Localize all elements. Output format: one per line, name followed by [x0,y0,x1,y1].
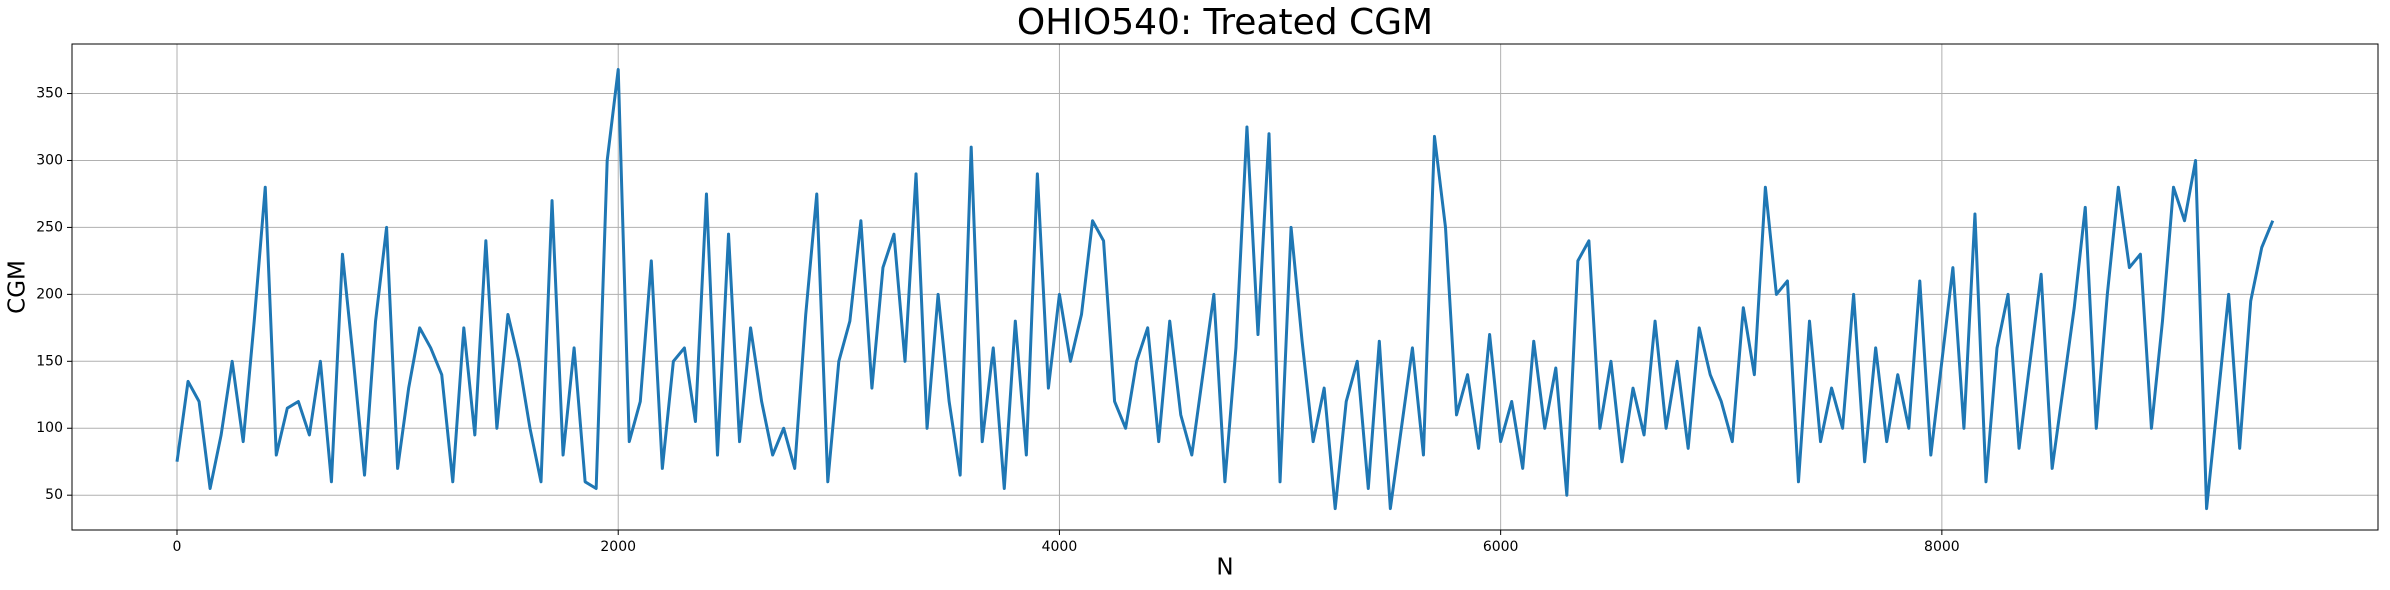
y-tick-label: 50 [45,487,63,503]
y-tick-label: 300 [36,152,63,168]
chart-title: OHIO540: Treated CGM [1017,2,1433,43]
x-tick-label: 8000 [1924,539,1960,555]
x-axis-label: N [1216,555,1233,581]
x-tick-label: 4000 [1042,539,1078,555]
y-tick-label: 350 [36,86,63,102]
x-tick-label: 2000 [600,539,636,555]
y-axis-label: CGM [5,260,31,314]
cgm-line [175,67,2275,511]
plot-frame [71,43,2379,531]
y-tick-label: 200 [36,286,63,302]
y-tick-label: 150 [36,353,63,369]
x-tick-label: 6000 [1483,539,1519,555]
y-tick-label: 250 [36,219,63,235]
y-tick-label: 100 [36,420,63,436]
x-tick-label: 0 [173,539,182,555]
